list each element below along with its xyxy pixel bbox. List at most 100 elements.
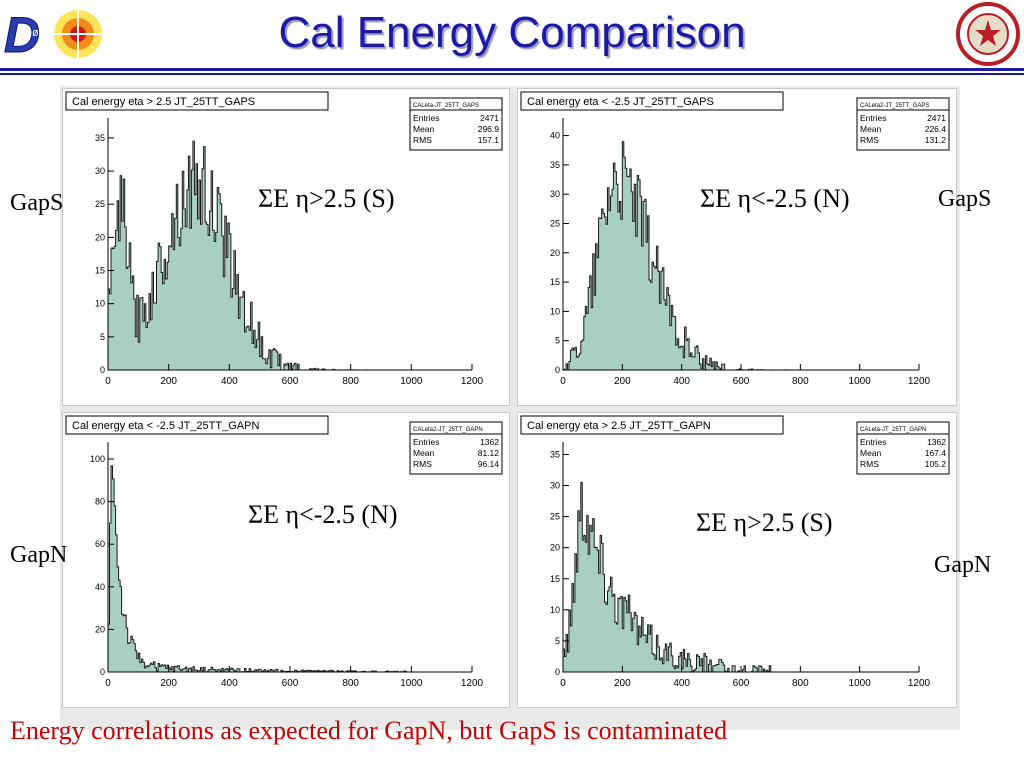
x-tick-label: 1000 (400, 376, 423, 387)
y-tick-label: 0 (100, 365, 105, 375)
y-tick-label: 20 (550, 543, 560, 553)
side-label-gapn-left: GapN (10, 542, 68, 568)
stats-box: CALeta2-JT_25TT_GAPS Entries 2471 Mean 226.4… (856, 97, 950, 151)
y-tick-label: 30 (550, 189, 560, 199)
x-tick-label: 1000 (400, 678, 423, 689)
slide-caption: Energy correlations as expected for GapN… (10, 716, 728, 745)
x-tick-label: 200 (160, 376, 177, 387)
stats-box: CALeta-JT_25TT_GAPN Entries 1362 Mean 167.4 R… (856, 421, 950, 475)
annotation-sum-e-eta-neg-n: ΣE η<-2.5 (N) (700, 184, 850, 213)
y-tick-label: 10 (95, 299, 105, 309)
svg-text:157.1: 157.1 (478, 135, 500, 145)
side-label-gapn-right: GapN (934, 552, 992, 578)
y-tick-label: 15 (550, 277, 560, 287)
svg-text:167.4: 167.4 (925, 448, 947, 458)
svg-text:CALeta-JT_25TT_GAPN: CALeta-JT_25TT_GAPN (860, 427, 926, 433)
y-tick-label: 0 (100, 667, 105, 677)
histogram-gaps-eta-negative: Cal energy eta < -2.5 JT_25TT_GAPS CALeta… (517, 88, 957, 406)
annotation-sum-e-eta-pos-s-2: ΣE η>2.5 (S) (696, 508, 833, 537)
university-seal-icon (956, 2, 1020, 66)
x-tick-label: 800 (342, 376, 359, 387)
svg-text:D: D (4, 7, 40, 63)
svg-text:96.14: 96.14 (478, 459, 500, 469)
y-tick-label: 40 (550, 131, 560, 141)
y-tick-label: 30 (95, 166, 105, 176)
x-tick-label: 600 (733, 678, 750, 689)
x-tick-label: 400 (221, 376, 238, 387)
histogram-title: Cal energy eta < -2.5 JT_25TT_GAPN (65, 415, 329, 435)
svg-text:RMS: RMS (413, 459, 432, 469)
y-tick-label: 60 (95, 539, 105, 549)
x-tick-label: 200 (614, 376, 631, 387)
x-tick-label: 600 (733, 376, 750, 387)
annotation-sum-e-eta-pos-s: ΣE η>2.5 (S) (258, 184, 395, 213)
y-tick-label: 20 (95, 624, 105, 634)
slide-title: Cal Energy Comparison (278, 8, 746, 57)
svg-text:CALeta-JT_25TT_GAPS: CALeta-JT_25TT_GAPS (413, 103, 479, 109)
svg-text:Cal energy eta > 2.5 JT_25TT_G: Cal energy eta > 2.5 JT_25TT_GAPN (527, 420, 711, 432)
stats-box: CALeta-JT_25TT_GAPS Entries 2471 Mean 296.9 R… (409, 97, 503, 151)
x-tick-label: 400 (673, 678, 690, 689)
y-tick-label: 5 (555, 636, 560, 646)
y-tick-label: 20 (95, 232, 105, 242)
histogram-gaps-eta-positive: Cal energy eta > 2.5 JT_25TT_GAPS CALeta-… (62, 88, 510, 406)
y-tick-label: 0 (555, 365, 560, 375)
x-tick-label: 1000 (849, 678, 872, 689)
x-tick-label: 600 (282, 678, 299, 689)
svg-text:Cal energy eta > 2.5 JT_25TT_G: Cal energy eta > 2.5 JT_25TT_GAPS (72, 96, 255, 108)
x-tick-label: 400 (221, 678, 238, 689)
y-tick-label: 10 (550, 306, 560, 316)
svg-text:1362: 1362 (927, 437, 946, 447)
y-tick-label: 15 (550, 574, 560, 584)
y-tick-label: 15 (95, 266, 105, 276)
svg-text:Cal energy eta < -2.5 JT_25TT_: Cal energy eta < -2.5 JT_25TT_GAPN (72, 420, 259, 432)
histogram-gapn-eta-positive: Cal energy eta > 2.5 JT_25TT_GAPN CALeta-… (517, 412, 957, 708)
svg-text:105.2: 105.2 (925, 459, 947, 469)
y-tick-label: 25 (95, 199, 105, 209)
x-tick-label: 1200 (908, 376, 931, 387)
svg-text:Entries: Entries (413, 113, 439, 123)
svg-text:ø: ø (32, 27, 39, 39)
y-tick-label: 30 (550, 481, 560, 491)
x-tick-label: 0 (105, 678, 111, 689)
x-tick-label: 1200 (908, 678, 931, 689)
svg-text:1362: 1362 (480, 437, 499, 447)
histogram-title: Cal energy eta > 2.5 JT_25TT_GAPS (65, 91, 329, 111)
x-tick-label: 600 (282, 376, 299, 387)
side-label-gaps-left: GapS (10, 190, 64, 216)
histogram-bins (107, 465, 472, 673)
y-tick-label: 20 (550, 248, 560, 258)
svg-text:RMS: RMS (860, 135, 879, 145)
annotation-sum-e-eta-neg-n-2: ΣE η<-2.5 (N) (248, 500, 398, 529)
stats-box: CALeta2-JT_25TT_GAPN Entries 1362 Mean 81.12… (409, 421, 503, 475)
x-tick-label: 800 (342, 678, 359, 689)
svg-text:CALeta2-JT_25TT_GAPN: CALeta2-JT_25TT_GAPN (413, 427, 483, 433)
svg-text:296.9: 296.9 (478, 124, 500, 134)
y-tick-label: 35 (550, 449, 560, 459)
side-label-gaps-right: GapS (938, 186, 992, 212)
x-tick-label: 800 (792, 376, 809, 387)
x-tick-label: 800 (792, 678, 809, 689)
x-tick-label: 1200 (461, 376, 484, 387)
svg-text:131.2: 131.2 (925, 135, 947, 145)
svg-text:Entries: Entries (860, 437, 886, 447)
svg-text:Entries: Entries (413, 437, 439, 447)
y-tick-label: 40 (95, 582, 105, 592)
svg-text:Entries: Entries (860, 113, 886, 123)
x-tick-label: 200 (160, 678, 177, 689)
svg-text:Cal energy eta < -2.5 JT_25TT_: Cal energy eta < -2.5 JT_25TT_GAPS (527, 96, 714, 108)
histogram-gapn-eta-negative: Cal energy eta < -2.5 JT_25TT_GAPN CALeta… (62, 412, 510, 708)
d0-logo: D ø (4, 4, 114, 64)
x-tick-label: 1200 (461, 678, 484, 689)
histogram-title: Cal energy eta < -2.5 JT_25TT_GAPS (520, 91, 784, 111)
y-tick-label: 35 (95, 133, 105, 143)
histogram-title: Cal energy eta > 2.5 JT_25TT_GAPN (520, 415, 784, 435)
svg-text:RMS: RMS (860, 459, 879, 469)
svg-text:Mean: Mean (860, 448, 882, 458)
y-tick-label: 10 (550, 605, 560, 615)
y-tick-label: 5 (555, 336, 560, 346)
svg-text:CALeta2-JT_25TT_GAPS: CALeta2-JT_25TT_GAPS (860, 103, 929, 109)
y-tick-label: 25 (550, 218, 560, 228)
svg-text:RMS: RMS (413, 135, 432, 145)
svg-text:81.12: 81.12 (478, 448, 500, 458)
